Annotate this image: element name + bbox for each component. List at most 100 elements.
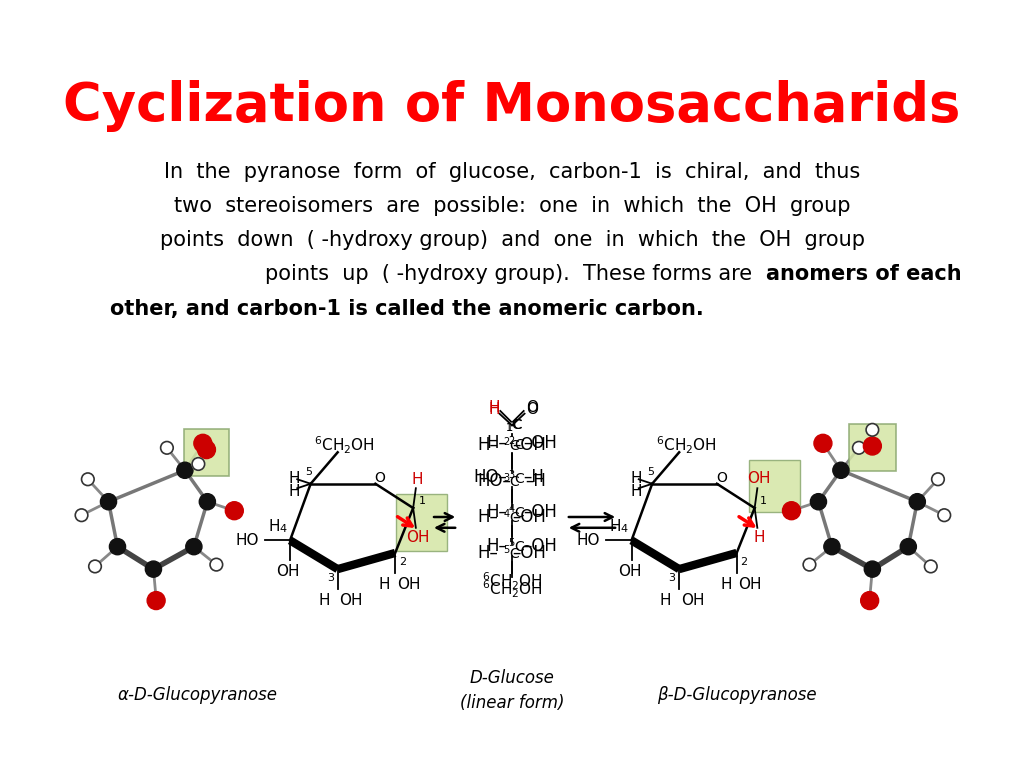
Text: H: H bbox=[630, 485, 642, 499]
Text: D-Glucose
(linear form): D-Glucose (linear form) bbox=[460, 669, 564, 712]
Text: In  the  pyranose  form  of  glucose,  carbon-1  is  chiral,  and  thus: In the pyranose form of glucose, carbon-… bbox=[164, 162, 860, 182]
Circle shape bbox=[185, 538, 202, 554]
Text: $\mathregular{^{5}}$C: $\mathregular{^{5}}$C bbox=[508, 537, 526, 555]
Text: O: O bbox=[375, 472, 385, 485]
Circle shape bbox=[833, 462, 849, 478]
Text: 3: 3 bbox=[327, 573, 334, 583]
Text: 3: 3 bbox=[669, 573, 676, 583]
Text: OH: OH bbox=[276, 564, 300, 579]
Text: OH: OH bbox=[681, 593, 705, 608]
Circle shape bbox=[100, 494, 117, 510]
Text: H: H bbox=[318, 593, 330, 608]
Text: H–: H– bbox=[486, 502, 508, 521]
Text: 4: 4 bbox=[621, 524, 628, 534]
Text: –OH: –OH bbox=[523, 502, 557, 521]
Text: H–: H– bbox=[486, 537, 508, 554]
Text: H: H bbox=[412, 472, 423, 487]
Text: OH: OH bbox=[397, 577, 421, 592]
Text: H: H bbox=[630, 471, 642, 486]
Text: H: H bbox=[379, 577, 390, 592]
Text: anomers of each: anomers of each bbox=[766, 264, 962, 284]
Text: β-D-Glucopyranose: β-D-Glucopyranose bbox=[656, 686, 816, 704]
Text: H: H bbox=[488, 400, 500, 415]
Text: OH: OH bbox=[406, 530, 429, 545]
Text: $\mathregular{^{2}}$C: $\mathregular{^{2}}$C bbox=[503, 435, 521, 455]
Text: HO–: HO– bbox=[478, 472, 512, 490]
Text: Cyclization of Monosaccharids: Cyclization of Monosaccharids bbox=[63, 81, 961, 132]
Circle shape bbox=[89, 560, 101, 573]
Text: –OH: –OH bbox=[512, 544, 546, 562]
Text: $\mathregular{^{3}}$C: $\mathregular{^{3}}$C bbox=[503, 472, 521, 490]
Text: –OH: –OH bbox=[523, 537, 557, 554]
Text: H–: H– bbox=[478, 436, 499, 454]
Text: O: O bbox=[525, 400, 538, 415]
Text: H–: H– bbox=[478, 544, 499, 562]
FancyBboxPatch shape bbox=[849, 425, 896, 472]
Text: –OH: –OH bbox=[523, 435, 557, 452]
Text: OH: OH bbox=[339, 593, 362, 608]
Text: O: O bbox=[716, 472, 727, 485]
Circle shape bbox=[147, 591, 165, 610]
Circle shape bbox=[900, 538, 916, 554]
Text: HO: HO bbox=[577, 533, 600, 548]
Text: 1: 1 bbox=[419, 496, 426, 506]
Text: H: H bbox=[659, 593, 672, 608]
Circle shape bbox=[145, 561, 162, 578]
Text: points  up  ( -hydroxy group).  These forms are: points up ( -hydroxy group). These forms… bbox=[265, 264, 759, 284]
Text: O: O bbox=[525, 402, 538, 417]
Text: 1: 1 bbox=[760, 496, 767, 506]
Circle shape bbox=[200, 494, 215, 510]
Circle shape bbox=[803, 558, 816, 571]
Text: HO: HO bbox=[236, 533, 259, 548]
Circle shape bbox=[161, 442, 173, 454]
Text: HO–: HO– bbox=[474, 468, 508, 486]
Text: 4: 4 bbox=[280, 524, 287, 534]
Text: H: H bbox=[268, 519, 280, 535]
Text: $\mathregular{^{2}}$C: $\mathregular{^{2}}$C bbox=[508, 434, 526, 452]
Text: H–: H– bbox=[486, 435, 508, 452]
FancyBboxPatch shape bbox=[184, 429, 229, 475]
Text: H: H bbox=[289, 471, 300, 486]
FancyBboxPatch shape bbox=[396, 494, 447, 551]
Text: $\mathregular{^{3}}$C: $\mathregular{^{3}}$C bbox=[508, 468, 526, 487]
Text: $\mathregular{^{5}}$C: $\mathregular{^{5}}$C bbox=[503, 544, 521, 562]
Circle shape bbox=[193, 458, 205, 470]
Circle shape bbox=[863, 437, 882, 455]
Circle shape bbox=[110, 538, 126, 554]
Circle shape bbox=[177, 462, 193, 478]
Text: OH: OH bbox=[748, 471, 771, 486]
Text: α-D-Glucopyranose: α-D-Glucopyranose bbox=[118, 686, 278, 704]
Text: $\mathregular{^6}$CH$_2$OH: $\mathregular{^6}$CH$_2$OH bbox=[656, 435, 717, 456]
Text: H: H bbox=[609, 519, 622, 535]
Circle shape bbox=[810, 494, 826, 510]
Circle shape bbox=[824, 538, 840, 554]
Text: H: H bbox=[720, 577, 731, 592]
Circle shape bbox=[853, 442, 865, 454]
Text: $\mathregular{^{4}}$C: $\mathregular{^{4}}$C bbox=[503, 508, 521, 526]
Circle shape bbox=[938, 509, 950, 521]
Text: 2: 2 bbox=[740, 557, 748, 567]
Text: $\mathregular{^{4}}$C: $\mathregular{^{4}}$C bbox=[508, 502, 526, 521]
Text: two  stereoisomers  are  possible:  one  in  which  the  OH  group: two stereoisomers are possible: one in w… bbox=[174, 196, 850, 216]
Text: other, and carbon-1 is called the anomeric carbon.: other, and carbon-1 is called the anomer… bbox=[111, 299, 705, 319]
Circle shape bbox=[925, 560, 937, 573]
Text: –OH: –OH bbox=[512, 508, 546, 526]
Circle shape bbox=[75, 509, 88, 521]
Text: $\mathregular{_1}$C: $\mathregular{_1}$C bbox=[505, 418, 522, 435]
FancyBboxPatch shape bbox=[750, 460, 801, 511]
Text: –OH: –OH bbox=[512, 436, 546, 454]
Text: $\mathregular{_1}$C: $\mathregular{_1}$C bbox=[506, 417, 523, 434]
Circle shape bbox=[932, 473, 944, 485]
Circle shape bbox=[210, 558, 222, 571]
Circle shape bbox=[82, 473, 94, 485]
Circle shape bbox=[861, 591, 879, 610]
Text: OH: OH bbox=[617, 564, 641, 579]
Text: H: H bbox=[289, 485, 300, 499]
Text: –H: –H bbox=[523, 468, 545, 486]
Circle shape bbox=[864, 561, 881, 578]
Text: $\mathregular{^6}$CH$_2$OH: $\mathregular{^6}$CH$_2$OH bbox=[481, 578, 543, 600]
Text: 2: 2 bbox=[398, 557, 406, 567]
Text: –H: –H bbox=[525, 472, 546, 490]
Text: H–: H– bbox=[478, 508, 499, 526]
Text: 5: 5 bbox=[647, 467, 654, 477]
